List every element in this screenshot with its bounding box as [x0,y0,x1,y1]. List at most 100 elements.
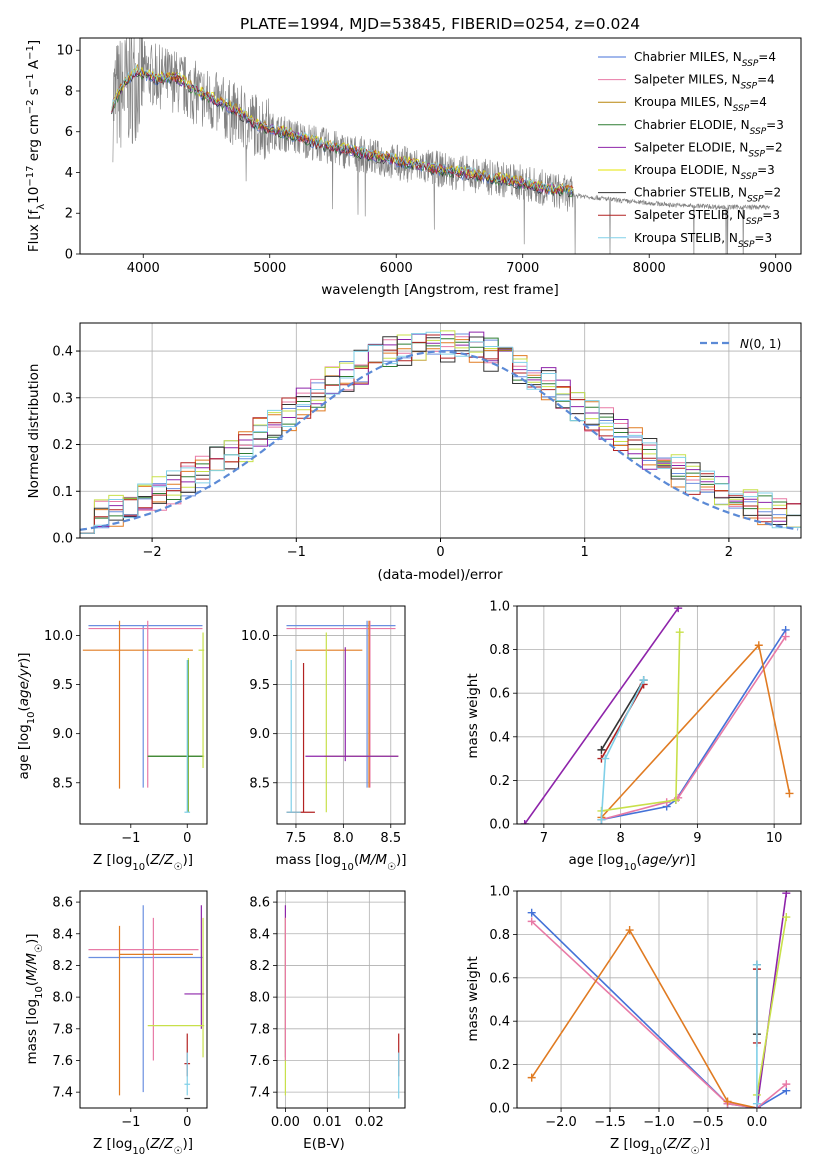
x-tick-label: 8.5 [380,831,401,846]
plus-marker [675,628,684,637]
y-tick-label: 0.8 [489,643,510,658]
y-tick-label: 8.2 [52,959,73,974]
plus-marker [782,913,791,922]
y-tick-label: 8.5 [52,776,73,791]
x-tick-label: 7000 [506,261,539,276]
series-line [601,629,787,821]
ticks: 4000 5000 6000 7000 8000 9000 0 2 4 6 8 10 [56,44,792,276]
y-tick-label: 0.2 [489,774,510,789]
y-tick-label: 0 [65,248,73,263]
series-line [756,893,788,1108]
model-spectrum [111,64,574,194]
plus-marker [597,745,606,754]
series-line [531,920,787,1108]
x-tick-label: −1.5 [594,1115,626,1130]
plus-marker [597,815,606,824]
normal-curve [80,350,799,531]
model-spectrum [111,68,574,195]
plus-marker [527,908,536,917]
p4-xlabel: mass [log10(M/M☉)] [275,852,406,873]
x-tick-label: 8.0 [333,831,354,846]
y-tick-label: 0.0 [489,818,510,833]
y-tick-label: 7.8 [52,1022,73,1037]
plus-marker [527,917,536,926]
legend-subscript: SSP [741,82,758,92]
series-line [601,636,787,821]
series-group [520,606,794,824]
spectrum-frame [79,37,802,255]
mass-vs-extinction-panel: 0.00 0.01 0.02 7.4 7.6 7.8 8.0 8.2 8.4 8.6 [249,890,406,1130]
x-tick-label: 1 [581,545,589,560]
series-line [531,928,758,1108]
x-tick-label: −1 [121,831,140,846]
x-tick-label: 4000 [127,261,160,276]
y-tick-label: 9.5 [52,678,73,693]
y-tick-label: 0.4 [489,730,510,745]
x-tick-label: 0.0 [747,1115,768,1130]
x-tick-label: 9 [693,831,701,846]
x-tick-label: 5000 [253,261,286,276]
legend-subscript: SSP [748,149,765,159]
histogram-ylabel: Normed distribution [26,364,42,499]
x-tick-label: 9000 [759,261,792,276]
y-tick-label: 0.4 [489,1015,510,1030]
y-tick-label: 2 [65,207,73,222]
y-tick-label: 0.0 [52,532,73,547]
p6-xlabel: Z [log10(Z/Z☉)] [93,1136,193,1157]
spectrum-ticks: 4000 5000 6000 7000 8000 9000 0 2 4 6 8 10 [56,44,792,276]
age-ylabel: age [log10(age/yr)] [16,652,37,779]
y-tick-label: 8 [65,84,73,99]
plus-marker [625,926,634,935]
legend-subscript: SSP [750,127,767,137]
legend-label: Chabrier ELODIE, NSSP=3 [634,118,784,137]
x-tick-label: 6000 [380,261,413,276]
x-tick-label: 0.02 [355,1115,384,1130]
model-spectrum [111,64,574,194]
y-tick-label: 0.1 [52,485,73,500]
x-tick-label: 10 [766,831,783,846]
y-tick-label: 0.4 [52,345,73,360]
y-tick-label: 8.0 [249,991,270,1006]
legend-label: N(0, 1) [740,337,781,351]
axes-frame [516,890,802,1109]
y-tick-label: 9.0 [249,727,270,742]
x-tick-label: −2 [143,545,162,560]
y-tick-label: 10.0 [241,629,270,644]
axes-frame [79,605,208,825]
ticks: −1 0 7.4 7.6 7.8 8.0 8.2 8.4 8.6 [52,896,191,1130]
legend-label: Salpeter ELODIE, NSSP=2 [634,140,783,159]
legend-label: Salpeter MILES, NSSP=4 [634,73,775,92]
legend-subscript: SSP [733,104,750,114]
y-tick-label: 8.5 [249,776,270,791]
legend-subscript: SSP [746,217,763,227]
y-tick-label: 8.0 [52,991,73,1006]
x-tick-label: −2.0 [545,1115,577,1130]
y-tick-label: 0.2 [489,1058,510,1073]
y-tick-label: 0.8 [489,928,510,943]
plus-marker [782,1080,791,1089]
errorbar-group [82,620,205,813]
plus-marker [520,820,529,824]
x-tick-label: 0 [183,831,191,846]
plus-marker [671,796,680,805]
mass-weight-vs-metallicity-panel: −2.0 −1.5 −1.0 −0.5 0.0 0.0 0.2 0.4 0.6 0.8 1.0 [489,885,802,1130]
x-tick-label: −1 [121,1115,140,1130]
spectrum-panel: PLATE=1994, MJD=53845, FIBERID=0254, z=0… [25,15,802,298]
x-tick-label: 7.5 [286,831,307,846]
histogram-xlabel: (data-model)/error [377,567,503,583]
y-tick-label: 8.4 [249,927,270,942]
residual-histogram-panel: (data-model)/error Normed distribution −… [26,322,802,583]
x-tick-label: −1 [287,545,306,560]
series-line [600,679,645,751]
y-tick-label: 1.0 [489,600,510,615]
age-vs-mass-panel: 7.5 8.0 8.5 8.5 9.0 9.5 10.0 [241,605,406,846]
ticks: 7 8 9 10 0.0 0.2 0.4 0.6 0.8 1.0 [489,600,782,847]
plus-marker [639,676,648,685]
x-tick-label: 8 [616,831,624,846]
legend-subscript: SSP [738,240,755,250]
x-tick-label: 2 [725,545,733,560]
legend-subscript: SSP [741,172,758,182]
axes-frame [276,890,406,1109]
y-tick-label: 0.2 [52,438,73,453]
